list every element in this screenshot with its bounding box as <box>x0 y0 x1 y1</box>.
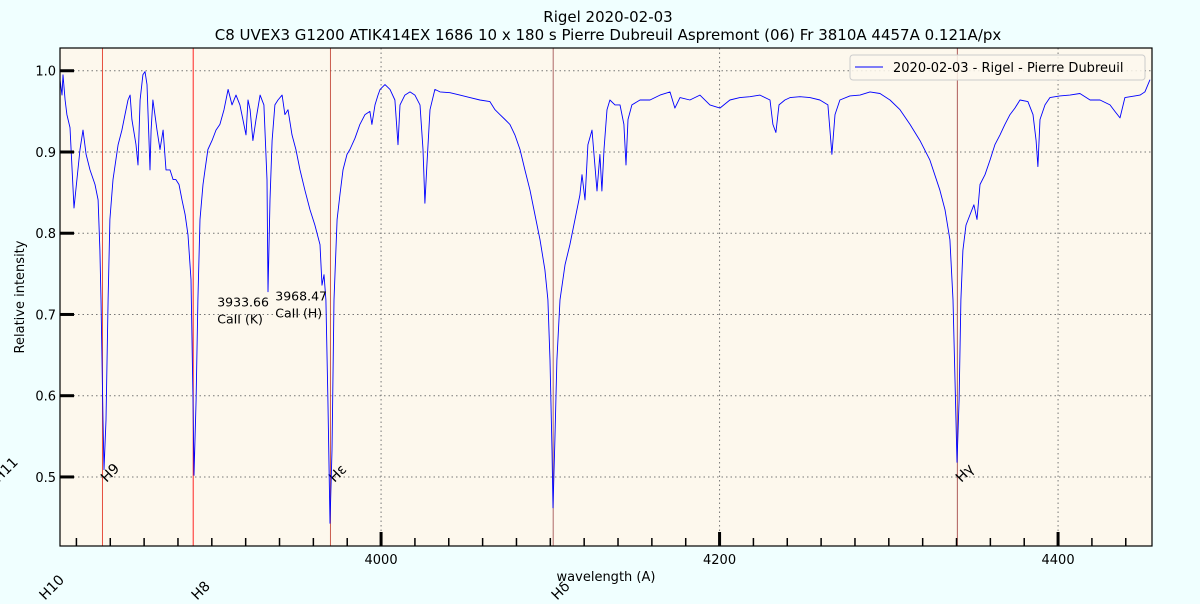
annotation-line-name: CaII (K) <box>217 311 263 326</box>
ticks: 4000 4200 4400 0.5 0.6 0.7 0.8 0.9 1.0 <box>35 65 1127 568</box>
annotation-wavelength: 3968.47 <box>275 289 327 304</box>
legend: 2020-02-03 - Rigel - Pierre Dubreuil <box>849 54 1146 81</box>
offscale-line-label: H11 <box>0 454 22 485</box>
x-tick-label: 4200 <box>703 553 736 568</box>
chart-title: Rigel 2020-02-03 <box>543 8 672 26</box>
y-tick-label: 0.5 <box>35 471 56 486</box>
x-axis-label: wavelength (A) <box>557 570 656 585</box>
plot-area <box>60 48 1152 546</box>
spectrum-line <box>59 71 1151 524</box>
series-layer <box>59 71 1151 524</box>
y-tick-label: 1.0 <box>35 65 56 80</box>
annotations: 3933.66 CaII (K) 3968.47 CaII (H) <box>217 289 327 327</box>
plot-frame <box>59 47 1153 547</box>
chart-subtitle: C8 UVEX3 G1200 ATIK414EX 1686 10 x 180 s… <box>215 26 1002 44</box>
y-tick-label: 0.7 <box>35 308 56 323</box>
x-tick-label: 4400 <box>1042 553 1075 568</box>
reference-line-label: H8 <box>189 579 214 600</box>
annotation-wavelength: 3933.66 <box>217 294 269 309</box>
x-tick-label: 4000 <box>365 553 398 568</box>
offscale-line-label: H10 <box>37 572 68 600</box>
legend-label: 2020-02-03 - Rigel - Pierre Dubreuil <box>893 61 1123 76</box>
y-tick-label: 0.8 <box>35 227 56 242</box>
y-tick-label: 0.6 <box>35 390 56 405</box>
y-axis-label: Relative intensity <box>13 240 28 353</box>
y-tick-label: 0.9 <box>35 146 56 161</box>
legend-box <box>849 54 1146 81</box>
annotation-line-name: CaII (H) <box>275 306 322 321</box>
